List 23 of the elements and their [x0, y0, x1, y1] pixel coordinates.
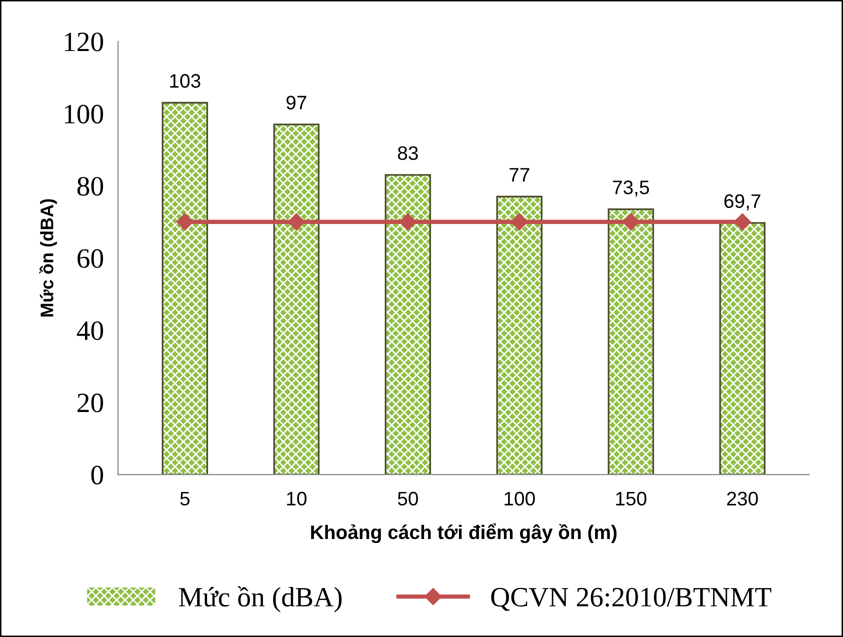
- legend-label: Mức ồn (dBA): [178, 586, 342, 612]
- legend-label: QCVN 26:2010/BTNMT: [491, 588, 772, 611]
- data-label: 77: [510, 168, 530, 182]
- y-tick-label: 100: [64, 104, 104, 124]
- x-axis-title: Khoảng cách tới điểm gây ồn (m): [311, 523, 617, 544]
- y-tick-label: 120: [64, 32, 104, 52]
- x-tick-label: 100: [504, 492, 535, 506]
- x-tick-label: 50: [398, 492, 418, 506]
- data-label: 73,5: [612, 180, 649, 197]
- x-tick-label: 230: [727, 492, 758, 506]
- y-tick-label: 20: [78, 394, 104, 412]
- data-label: 97: [286, 96, 306, 110]
- x-tick-label: 150: [616, 492, 646, 506]
- y-axis-title: Mức ồn (dBA): [39, 199, 57, 316]
- y-tick-label: 0: [91, 466, 104, 484]
- y-tick-label: 40: [76, 321, 104, 340]
- y-tick-label: 60: [78, 249, 104, 268]
- data-label: 69,7: [724, 194, 760, 210]
- y-tick-label: 80: [77, 176, 104, 196]
- data-label: 83: [398, 146, 418, 160]
- x-tick-label: 5: [180, 492, 190, 506]
- x-tick-label: 10: [287, 492, 306, 506]
- data-label: 103: [170, 74, 200, 88]
